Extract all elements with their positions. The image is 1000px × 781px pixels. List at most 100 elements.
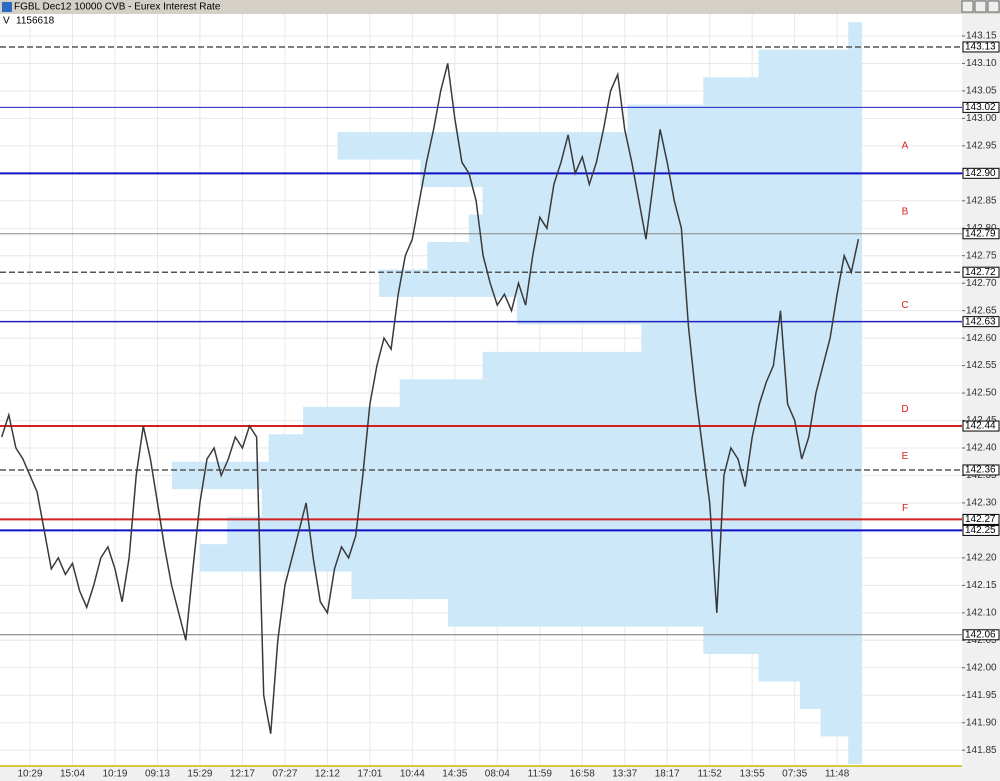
volume-profile-bar xyxy=(482,351,862,380)
level-label: 142.06 xyxy=(965,629,996,640)
volume-profile-bar xyxy=(351,571,862,600)
level-label: 143.02 xyxy=(965,102,996,113)
level-label: 142.44 xyxy=(965,421,996,432)
level-label: 143.13 xyxy=(965,42,996,53)
level-annotation: F xyxy=(902,503,908,514)
level-annotation: C xyxy=(901,300,908,311)
x-tick-label: 12:17 xyxy=(230,769,255,780)
close-button[interactable] xyxy=(987,0,1000,13)
y-tick-label: 143.10 xyxy=(966,58,997,69)
y-tick-label: 142.10 xyxy=(966,607,997,618)
restore-button[interactable] xyxy=(974,0,987,13)
level-annotation: E xyxy=(902,451,909,462)
y-tick-label: 141.85 xyxy=(966,745,997,756)
level-box xyxy=(962,228,1000,240)
x-tick-label: 11:48 xyxy=(825,769,850,780)
volume-profile-bar xyxy=(848,736,862,764)
window-icon xyxy=(2,2,12,12)
x-tick-label: 15:29 xyxy=(187,769,212,780)
volume-profile-bar xyxy=(172,461,862,490)
volume-profile-bar xyxy=(820,708,862,737)
volume-label: V xyxy=(3,16,10,27)
volume-profile-bar xyxy=(641,324,862,352)
volume-profile-bar xyxy=(399,379,862,407)
level-label: 142.90 xyxy=(965,168,996,179)
x-tick-label: 08:04 xyxy=(485,769,510,780)
volume-profile-bar xyxy=(379,269,862,297)
y-tick-label: 142.55 xyxy=(966,360,997,371)
volume-profile-bar xyxy=(703,77,862,105)
level-label: 142.36 xyxy=(965,465,996,476)
level-box xyxy=(962,420,1000,432)
x-tick-label: 10:29 xyxy=(18,769,43,780)
level-annotation: D xyxy=(901,404,908,415)
level-box xyxy=(962,464,1000,476)
y-tick-label: 142.85 xyxy=(966,195,997,206)
y-tick-label: 142.75 xyxy=(966,250,997,261)
x-tick-label: 11:59 xyxy=(528,769,553,780)
x-tick-label: 16:58 xyxy=(570,769,595,780)
volume-profile-bar xyxy=(517,296,862,325)
level-label: 142.63 xyxy=(965,316,996,327)
y-tick-label: 142.00 xyxy=(966,662,997,673)
x-tick-label: 13:55 xyxy=(740,769,765,780)
window-title: FGBL Dec12 10000 CVB - Eurex Interest Ra… xyxy=(14,2,221,13)
x-tick-label: 07:35 xyxy=(782,769,807,780)
level-box xyxy=(962,266,1000,278)
x-tick-label: 12:12 xyxy=(315,769,340,780)
volume-profile-bar xyxy=(758,49,862,78)
level-box xyxy=(962,316,1000,328)
y-tick-label: 142.65 xyxy=(966,305,997,316)
level-label: 142.25 xyxy=(965,525,996,536)
volume-profile-bar xyxy=(199,544,863,572)
volume-profile-bar xyxy=(268,434,863,462)
level-box xyxy=(962,41,1000,53)
level-box xyxy=(962,629,1000,641)
volume-profile-bar xyxy=(261,489,862,517)
y-tick-label: 143.05 xyxy=(966,86,997,97)
volume-profile-bar xyxy=(427,241,862,270)
y-tick-label: 142.20 xyxy=(966,553,997,564)
x-tick-label: 14:35 xyxy=(442,769,467,780)
title-bar xyxy=(0,0,1000,14)
volume-profile-bar xyxy=(303,406,863,435)
session-strip xyxy=(0,765,962,767)
volume-profile-bar xyxy=(848,22,862,50)
y-tick-label: 141.95 xyxy=(966,690,997,701)
level-box xyxy=(962,513,1000,525)
x-tick-label: 18:17 xyxy=(655,769,680,780)
level-box xyxy=(962,524,1000,536)
volume-profile-bar xyxy=(448,599,862,627)
level-label: 142.27 xyxy=(965,514,996,525)
level-annotation: B xyxy=(902,206,909,217)
x-tick-label: 15:04 xyxy=(60,769,85,780)
volume-profile-bar xyxy=(627,104,862,133)
volume-value: 1156618 xyxy=(16,16,55,27)
y-tick-label: 142.35 xyxy=(966,470,997,481)
y-tick-label: 143.00 xyxy=(966,113,997,124)
y-tick-label: 142.40 xyxy=(966,443,997,454)
x-tick-label: 11:52 xyxy=(698,769,723,780)
volume-profile-bar xyxy=(468,214,862,242)
minimize-button[interactable] xyxy=(961,0,974,13)
x-tick-label: 10:44 xyxy=(400,769,425,780)
y-tick-label: 142.05 xyxy=(966,635,997,646)
y-tick-label: 142.70 xyxy=(966,278,997,289)
y-tick-label: 141.90 xyxy=(966,717,997,728)
x-tick-label: 10:19 xyxy=(102,769,127,780)
level-annotation: A xyxy=(902,140,909,151)
price-line xyxy=(0,63,860,734)
x-tick-label: 17:01 xyxy=(357,769,382,780)
y-tick-label: 142.15 xyxy=(966,580,997,591)
y-tick-label: 143.15 xyxy=(966,31,997,42)
y-tick-label: 142.30 xyxy=(966,498,997,509)
y-tick-label: 142.50 xyxy=(966,388,997,399)
x-tick-label: 07:27 xyxy=(272,769,297,780)
volume-box xyxy=(0,14,60,26)
level-box xyxy=(962,101,1000,113)
volume-profile-bar xyxy=(799,681,862,709)
x-tick-label: 13:37 xyxy=(612,769,637,780)
level-box xyxy=(962,167,1000,179)
y-tick-label: 142.60 xyxy=(966,333,997,344)
